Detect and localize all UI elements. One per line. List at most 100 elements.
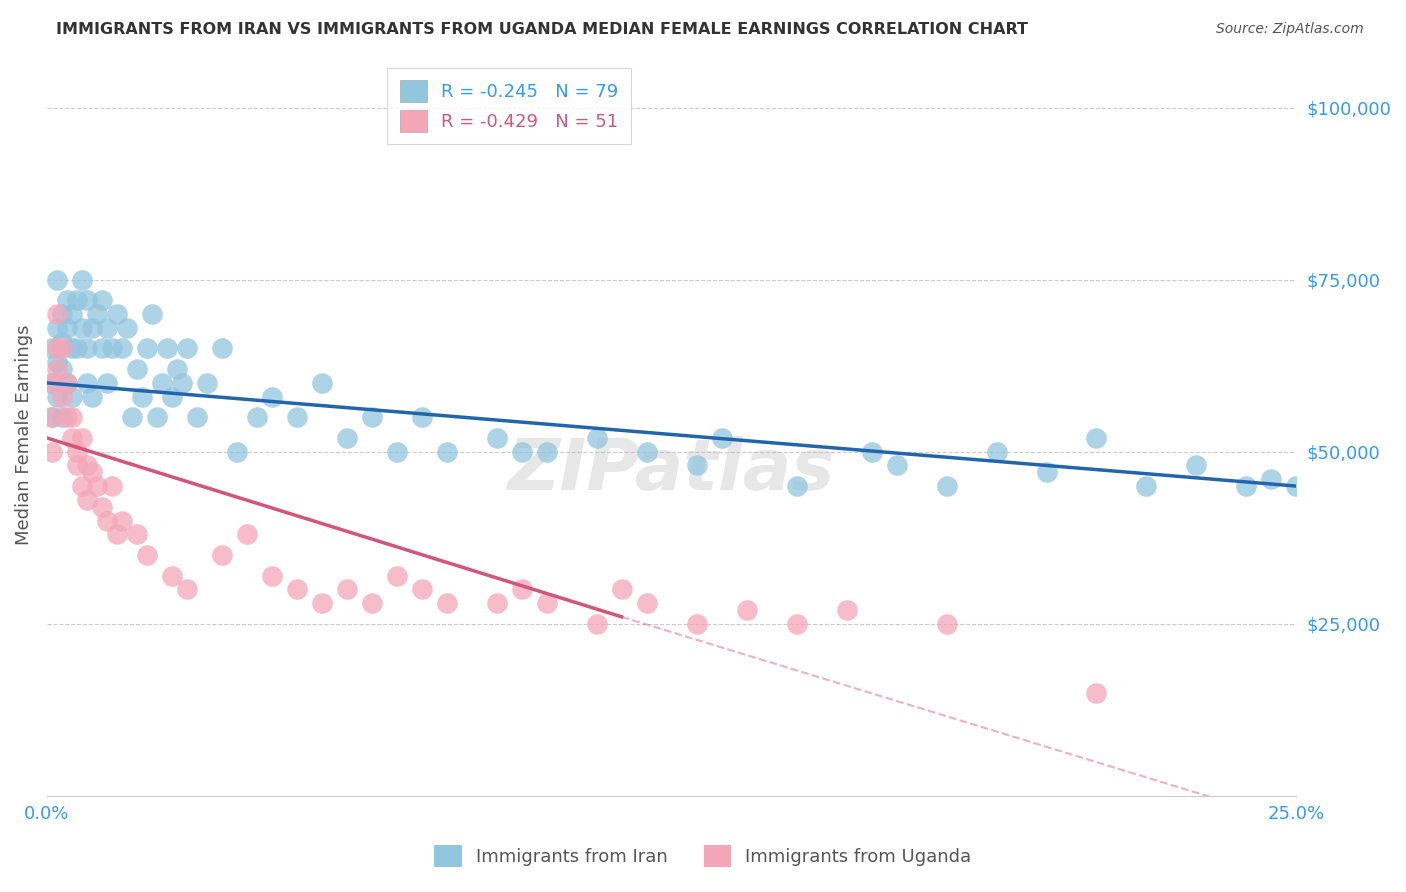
- Point: [636, 596, 658, 610]
- Point: [436, 444, 458, 458]
- Point: [51, 307, 73, 321]
- Point: [51, 410, 73, 425]
- Text: ZIPatlas: ZIPatlas: [508, 436, 835, 505]
- Point: [1035, 466, 1057, 480]
- Point: [536, 596, 558, 610]
- Text: Source: ZipAtlas.com: Source: ZipAtlas.com: [1216, 22, 1364, 37]
- Point: [835, 603, 858, 617]
- Point: [285, 582, 308, 597]
- Point: [105, 527, 128, 541]
- Point: [45, 273, 67, 287]
- Point: [51, 390, 73, 404]
- Point: [786, 616, 808, 631]
- Point: [111, 342, 134, 356]
- Point: [485, 431, 508, 445]
- Point: [311, 596, 333, 610]
- Point: [146, 410, 169, 425]
- Point: [76, 492, 98, 507]
- Legend: Immigrants from Iran, Immigrants from Uganda: Immigrants from Iran, Immigrants from Ug…: [427, 838, 979, 874]
- Point: [121, 410, 143, 425]
- Point: [105, 307, 128, 321]
- Point: [90, 293, 112, 308]
- Point: [150, 376, 173, 390]
- Point: [86, 307, 108, 321]
- Point: [436, 596, 458, 610]
- Point: [285, 410, 308, 425]
- Point: [360, 596, 382, 610]
- Point: [311, 376, 333, 390]
- Point: [1285, 479, 1308, 493]
- Point: [41, 342, 63, 356]
- Point: [1185, 458, 1208, 473]
- Point: [56, 321, 79, 335]
- Point: [225, 444, 247, 458]
- Point: [125, 527, 148, 541]
- Point: [135, 548, 157, 562]
- Point: [986, 444, 1008, 458]
- Point: [411, 410, 433, 425]
- Point: [125, 362, 148, 376]
- Point: [86, 479, 108, 493]
- Point: [260, 390, 283, 404]
- Point: [935, 616, 957, 631]
- Point: [115, 321, 138, 335]
- Point: [1085, 431, 1108, 445]
- Point: [585, 616, 607, 631]
- Point: [45, 362, 67, 376]
- Point: [66, 444, 89, 458]
- Point: [160, 390, 183, 404]
- Point: [41, 410, 63, 425]
- Point: [90, 500, 112, 514]
- Point: [51, 362, 73, 376]
- Point: [160, 568, 183, 582]
- Point: [76, 342, 98, 356]
- Point: [131, 390, 153, 404]
- Point: [60, 342, 83, 356]
- Point: [411, 582, 433, 597]
- Point: [141, 307, 163, 321]
- Point: [70, 479, 93, 493]
- Point: [60, 431, 83, 445]
- Text: IMMIGRANTS FROM IRAN VS IMMIGRANTS FROM UGANDA MEDIAN FEMALE EARNINGS CORRELATIO: IMMIGRANTS FROM IRAN VS IMMIGRANTS FROM …: [56, 22, 1028, 37]
- Point: [45, 321, 67, 335]
- Point: [45, 355, 67, 369]
- Point: [176, 582, 198, 597]
- Legend: R = -0.245   N = 79, R = -0.429   N = 51: R = -0.245 N = 79, R = -0.429 N = 51: [387, 68, 631, 145]
- Point: [1260, 472, 1282, 486]
- Point: [56, 410, 79, 425]
- Point: [60, 307, 83, 321]
- Point: [41, 376, 63, 390]
- Point: [485, 596, 508, 610]
- Point: [176, 342, 198, 356]
- Point: [610, 582, 633, 597]
- Point: [80, 466, 103, 480]
- Point: [56, 376, 79, 390]
- Point: [66, 293, 89, 308]
- Point: [336, 431, 359, 445]
- Point: [211, 548, 233, 562]
- Point: [170, 376, 193, 390]
- Point: [76, 376, 98, 390]
- Point: [66, 458, 89, 473]
- Point: [60, 390, 83, 404]
- Point: [935, 479, 957, 493]
- Point: [510, 444, 533, 458]
- Point: [636, 444, 658, 458]
- Point: [336, 582, 359, 597]
- Point: [886, 458, 908, 473]
- Point: [96, 376, 118, 390]
- Point: [101, 342, 124, 356]
- Point: [45, 307, 67, 321]
- Point: [70, 431, 93, 445]
- Point: [56, 293, 79, 308]
- Point: [80, 390, 103, 404]
- Point: [1236, 479, 1258, 493]
- Point: [195, 376, 218, 390]
- Point: [360, 410, 382, 425]
- Point: [260, 568, 283, 582]
- Point: [41, 376, 63, 390]
- Point: [101, 479, 124, 493]
- Point: [111, 514, 134, 528]
- Point: [45, 342, 67, 356]
- Point: [385, 444, 408, 458]
